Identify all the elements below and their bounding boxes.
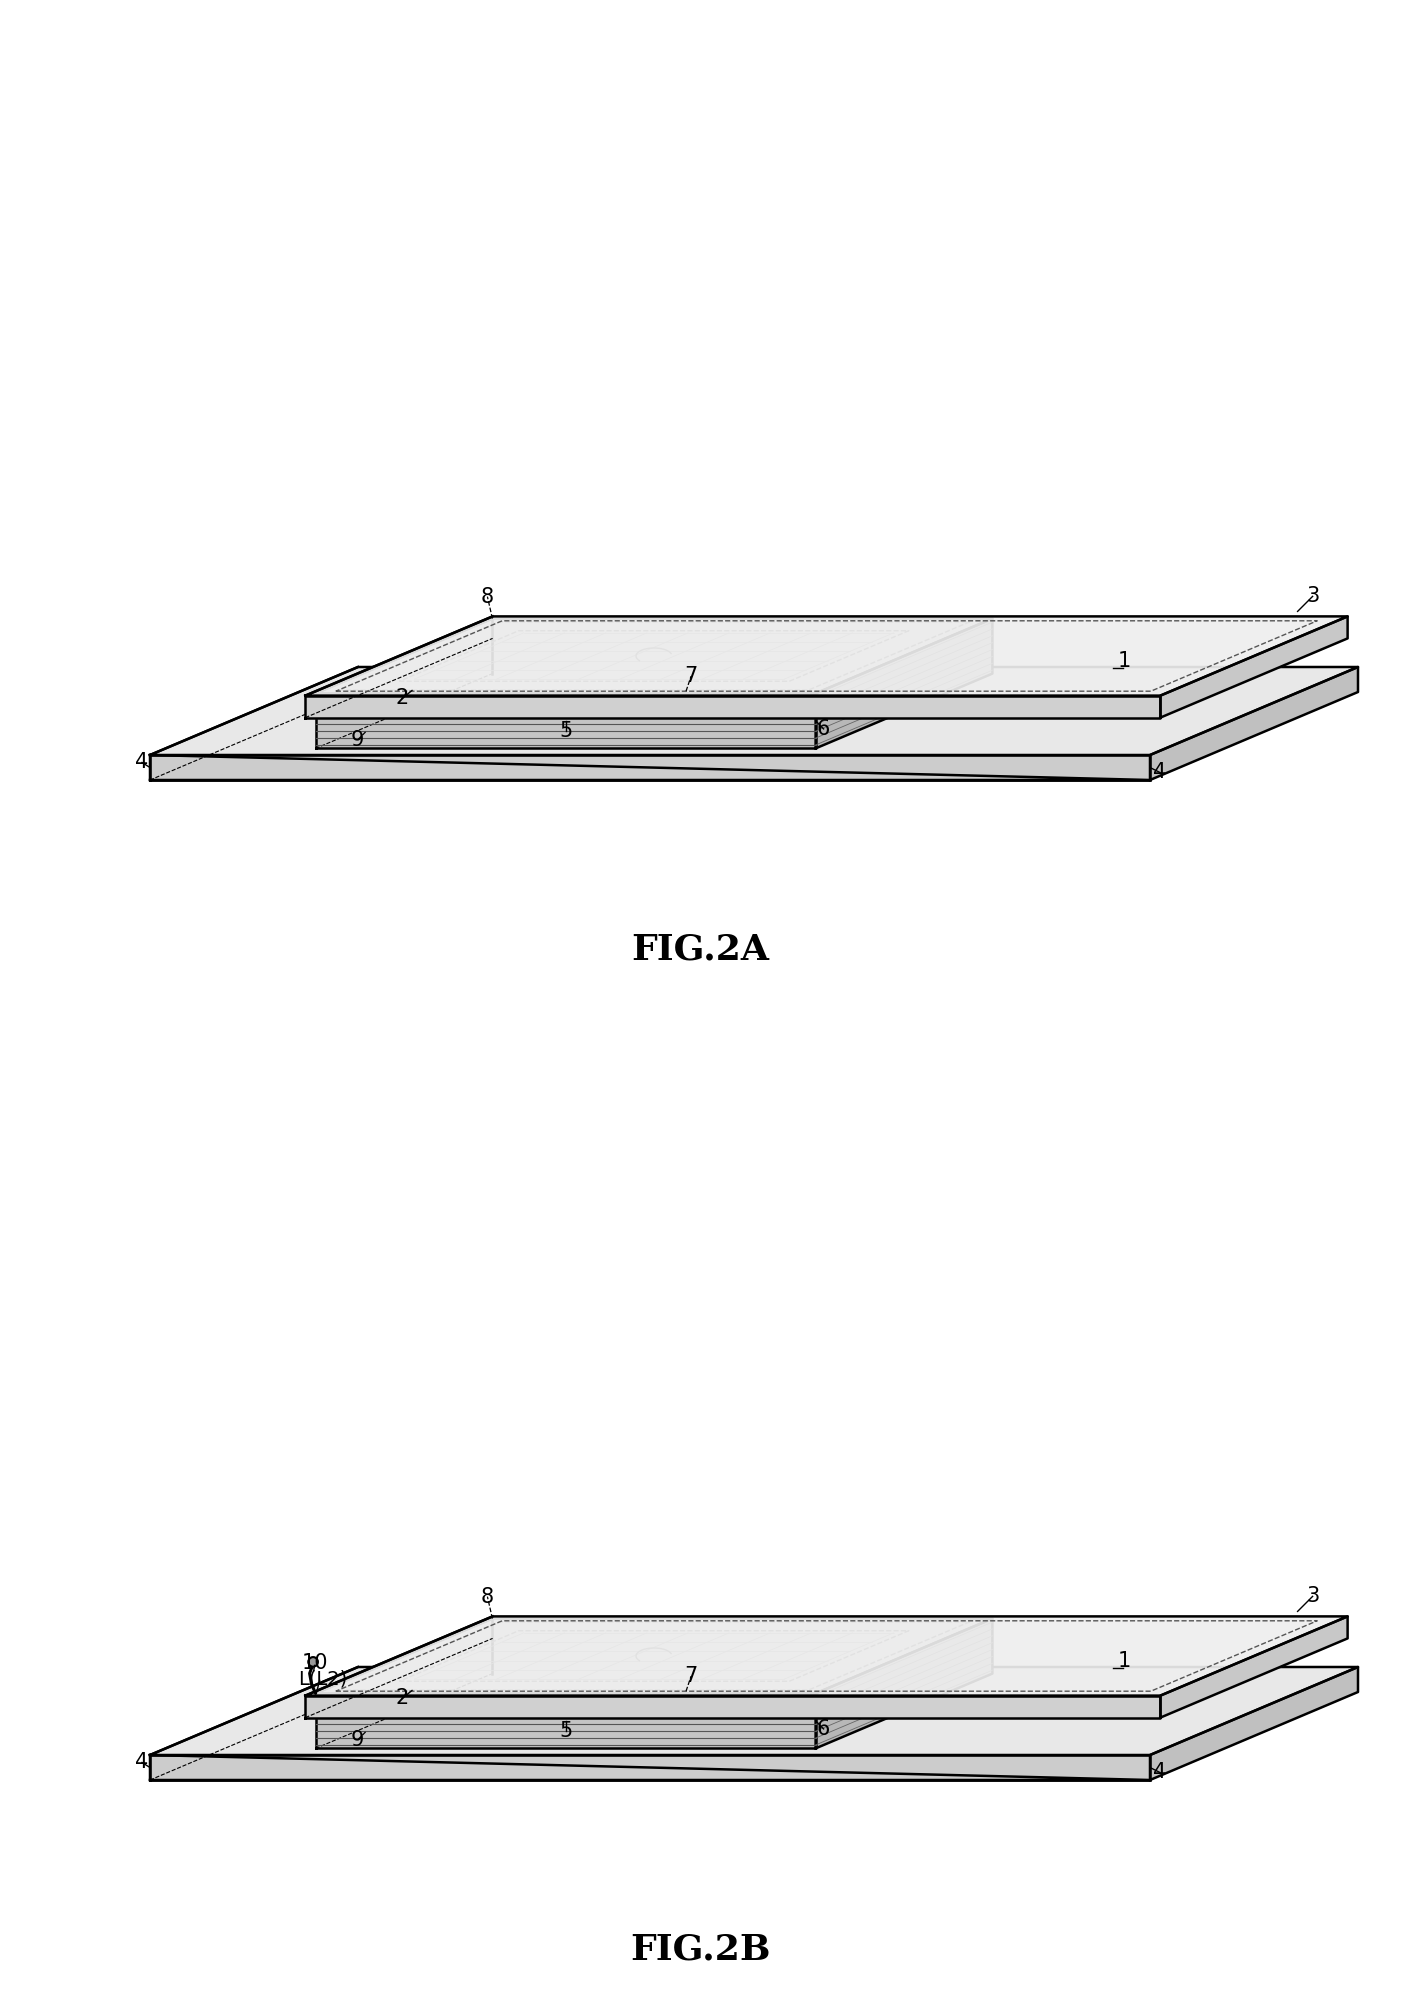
Polygon shape	[816, 618, 992, 748]
Text: 8: 8	[480, 586, 495, 606]
Polygon shape	[149, 1756, 1150, 1780]
Text: L(L2): L(L2)	[297, 1670, 347, 1688]
Text: 4: 4	[135, 752, 148, 772]
Text: 10: 10	[302, 1654, 328, 1674]
Text: 5: 5	[559, 720, 572, 740]
Text: FIG.2B: FIG.2B	[630, 1932, 771, 1968]
Polygon shape	[316, 618, 992, 694]
Circle shape	[309, 1658, 318, 1666]
Text: 1: 1	[1117, 1650, 1131, 1670]
Polygon shape	[149, 1668, 1358, 1756]
Text: 3: 3	[1306, 586, 1319, 606]
Polygon shape	[816, 1618, 992, 1748]
Text: 6: 6	[817, 1718, 830, 1738]
Text: 2: 2	[396, 688, 409, 708]
Polygon shape	[149, 754, 1150, 780]
Text: 7: 7	[685, 1666, 697, 1686]
Text: 4: 4	[135, 1752, 148, 1772]
Polygon shape	[1161, 1616, 1347, 1718]
Text: 7: 7	[685, 666, 697, 686]
Polygon shape	[149, 668, 1358, 754]
Text: 1: 1	[1117, 650, 1131, 670]
Polygon shape	[149, 1756, 1150, 1780]
Polygon shape	[316, 1694, 816, 1748]
Text: 8: 8	[480, 1586, 495, 1606]
Polygon shape	[316, 694, 816, 748]
Polygon shape	[1150, 1668, 1358, 1780]
Polygon shape	[306, 616, 1347, 696]
Polygon shape	[306, 696, 1161, 718]
Text: 6: 6	[817, 718, 830, 738]
Text: 4: 4	[1154, 762, 1167, 782]
Text: 2: 2	[396, 1688, 409, 1708]
Text: FIG.2A: FIG.2A	[631, 932, 769, 968]
Text: 5: 5	[559, 1720, 572, 1740]
Polygon shape	[1150, 668, 1358, 780]
Text: 9: 9	[351, 1730, 365, 1750]
Text: 4: 4	[1154, 1762, 1167, 1782]
Polygon shape	[316, 1618, 992, 1694]
Polygon shape	[306, 1616, 1347, 1696]
Polygon shape	[306, 1696, 1161, 1718]
Polygon shape	[1161, 616, 1347, 718]
Text: 3: 3	[1306, 1586, 1319, 1606]
Polygon shape	[149, 754, 1150, 780]
Text: 9: 9	[351, 730, 365, 750]
